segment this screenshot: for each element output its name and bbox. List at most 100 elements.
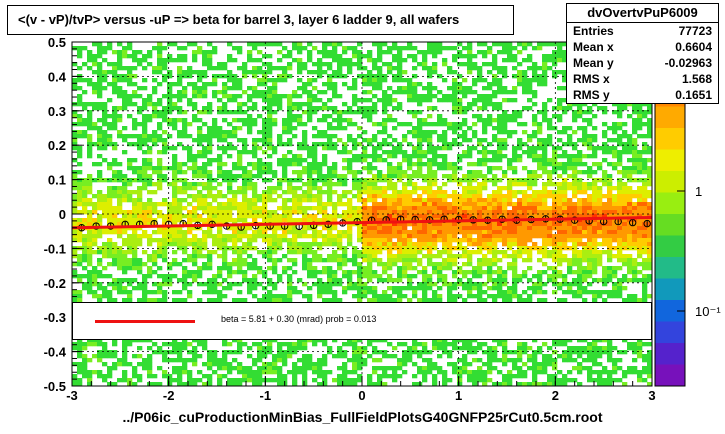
heatmap-cell (352, 378, 358, 383)
heatmap-cell (382, 158, 388, 163)
heatmap-cell (222, 338, 228, 343)
heatmap-cell (122, 74, 128, 79)
heatmap-cell (412, 294, 418, 299)
heatmap-cell (87, 202, 93, 207)
heatmap-cell (142, 58, 148, 63)
heatmap-cell (382, 246, 388, 251)
heatmap-cell (467, 338, 473, 343)
heatmap-cell (437, 194, 443, 199)
heatmap-cell (217, 270, 223, 275)
heatmap-cell (437, 286, 443, 291)
heatmap-cell (77, 98, 83, 103)
heatmap-cell (222, 246, 228, 251)
heatmap-cell (252, 150, 258, 155)
heatmap-cell (512, 202, 518, 207)
heatmap-cell (377, 122, 383, 127)
heatmap-cell (342, 62, 348, 67)
heatmap-cell (272, 98, 278, 103)
heatmap-cell (197, 214, 203, 219)
heatmap-cell (322, 238, 328, 243)
heatmap-cell (327, 190, 333, 195)
heatmap-cell (177, 230, 183, 235)
heatmap-cell (207, 130, 213, 135)
heatmap-cell (127, 94, 133, 99)
heatmap-cell (477, 346, 483, 351)
heatmap-cell (227, 178, 233, 183)
heatmap-cell (542, 234, 548, 239)
heatmap-cell (262, 230, 268, 235)
heatmap-cell (392, 202, 398, 207)
heatmap-cell (342, 370, 348, 375)
heatmap-cell (432, 298, 438, 303)
heatmap-cell (412, 114, 418, 119)
heatmap-cell (442, 130, 448, 135)
heatmap-cell (482, 234, 488, 239)
heatmap-cell (142, 86, 148, 91)
heatmap-cell (527, 194, 533, 199)
heatmap-cell (457, 62, 463, 67)
heatmap-cell (322, 282, 328, 287)
heatmap-cell (497, 290, 503, 295)
heatmap-cell (222, 278, 228, 283)
heatmap-cell (217, 382, 223, 387)
heatmap-cell (362, 166, 368, 171)
heatmap-cell (97, 230, 103, 235)
heatmap-cell (482, 54, 488, 59)
heatmap-cell (142, 118, 148, 123)
heatmap-cell (157, 62, 163, 67)
heatmap-cell (437, 342, 443, 347)
heatmap-cell (257, 358, 263, 363)
heatmap-cell (457, 50, 463, 55)
heatmap-cell (217, 126, 223, 131)
heatmap-cell (147, 242, 153, 247)
heatmap-cell (372, 182, 378, 187)
heatmap-cell (267, 350, 273, 355)
heatmap-cell (322, 130, 328, 135)
heatmap-cell (497, 78, 503, 83)
heatmap-cell (97, 46, 103, 51)
heatmap-cell (507, 42, 513, 47)
heatmap-cell (212, 218, 218, 223)
heatmap-cell (147, 370, 153, 375)
heatmap-cell (117, 114, 123, 119)
heatmap-cell (347, 158, 353, 163)
heatmap-cell (272, 282, 278, 287)
heatmap-cell (122, 362, 128, 367)
heatmap-cell (362, 150, 368, 155)
heatmap-cell (527, 134, 533, 139)
heatmap-cell (167, 86, 173, 91)
heatmap-cell (447, 226, 453, 231)
heatmap-cell (87, 270, 93, 275)
heatmap-cell (412, 362, 418, 367)
heatmap-cell (377, 238, 383, 243)
heatmap-cell (467, 182, 473, 187)
heatmap-cell (247, 202, 253, 207)
heatmap-cell (257, 370, 263, 375)
heatmap-cell (252, 278, 258, 283)
heatmap-cell (337, 214, 343, 219)
heatmap-cell (407, 86, 413, 91)
heatmap-cell (142, 150, 148, 155)
heatmap-cell (262, 118, 268, 123)
heatmap-cell (217, 242, 223, 247)
heatmap-cell (132, 238, 138, 243)
heatmap-cell (537, 250, 543, 255)
heatmap-cell (457, 182, 463, 187)
heatmap-cell (462, 78, 468, 83)
heatmap-cell (497, 50, 503, 55)
heatmap-cell (162, 46, 168, 51)
heatmap-cell (132, 226, 138, 231)
heatmap-cell (352, 78, 358, 83)
heatmap-cell (252, 146, 258, 151)
heatmap-cell (432, 282, 438, 287)
heatmap-cell (307, 362, 313, 367)
heatmap-cell (317, 382, 323, 387)
heatmap-cell (112, 194, 118, 199)
heatmap-cell (112, 366, 118, 371)
heatmap-cell (317, 142, 323, 147)
heatmap-cell (202, 150, 208, 155)
heatmap-cell (102, 274, 108, 279)
heatmap-cell (457, 246, 463, 251)
heatmap-cell (502, 342, 508, 347)
heatmap-cell (312, 198, 318, 203)
